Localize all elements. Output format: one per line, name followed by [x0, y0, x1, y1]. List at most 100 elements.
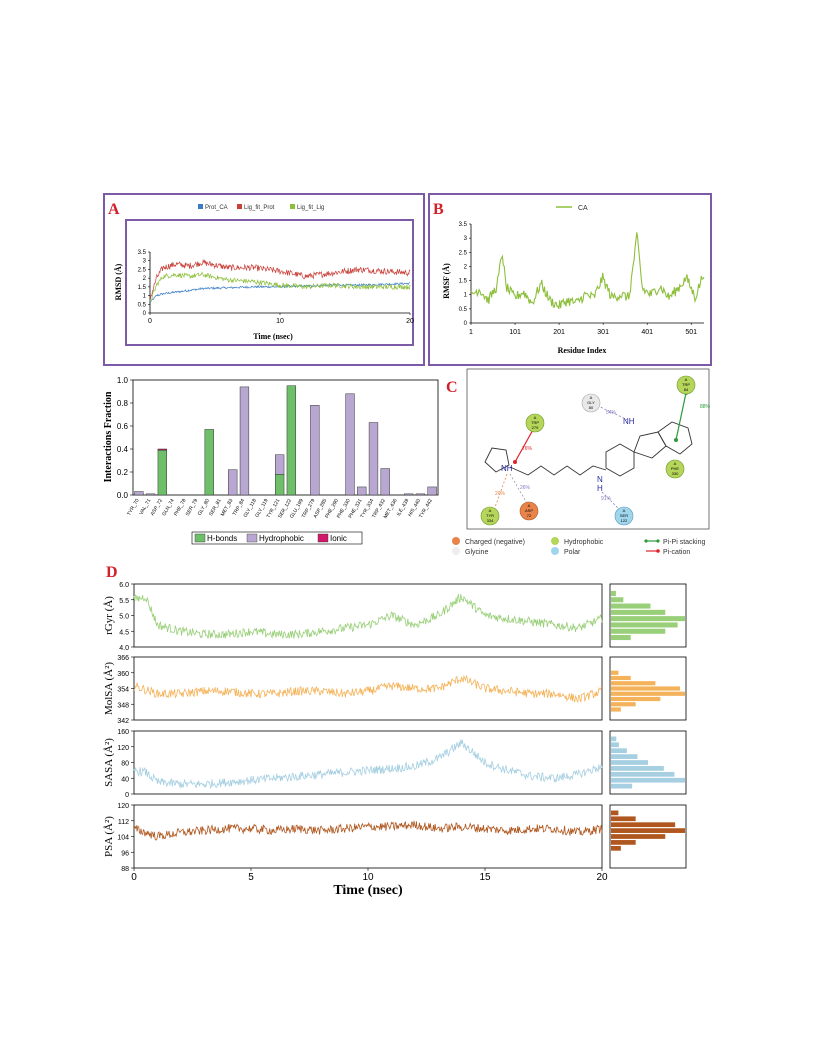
panel-c-legend: Charged (negative) Hydrophobic Pi-Pi sta…: [452, 537, 706, 556]
x-tick-label: 20: [406, 318, 414, 325]
residue-bubble: [676, 375, 696, 395]
pi-pi-line: [675, 392, 687, 441]
y-tick-label: 354: [117, 687, 129, 694]
bar-hydrophobic-trp-279: [310, 405, 320, 496]
panel-b-frame: [428, 193, 712, 366]
histogram-bar: [611, 686, 681, 691]
residue-chain: A: [528, 503, 531, 508]
legend-label: Hydrophobic: [259, 534, 304, 543]
row-ylabel: SASA (Å²): [103, 738, 115, 787]
x-tick-label: 401: [641, 329, 653, 336]
bar-chart-ylabel: Interactions Fraction: [103, 391, 114, 482]
panel-a-inner-frame: [125, 219, 414, 346]
row-ylabel: MolSA (Å²): [103, 662, 115, 715]
triazine-ring: [605, 443, 635, 477]
histogram-bar: [611, 702, 636, 707]
bar-ionic-asp-72: [157, 448, 167, 451]
x-tick-label: 10: [276, 318, 284, 325]
panel-b-letter: B: [433, 201, 444, 218]
panel-d-letter: D: [106, 564, 118, 581]
panel-a-ylabel: RMSD (Å): [114, 263, 123, 300]
series-line-ca: [470, 232, 705, 310]
h-bond-line: [601, 491, 623, 513]
residue-chain: A: [685, 377, 688, 382]
histogram-bar: [611, 777, 685, 783]
histogram-bar: [611, 771, 675, 777]
y-tick-label: 4.5: [119, 629, 129, 636]
x-tick-label: 0: [131, 872, 137, 883]
legend-swatch: [656, 539, 660, 543]
y-tick-label: 0: [125, 792, 129, 799]
legend-label: Polar: [564, 549, 581, 556]
bar-hydrophobic-his-440: [415, 493, 426, 496]
y-tick-label: 1: [464, 293, 468, 299]
series-line-lig-fit-prot: [149, 259, 411, 299]
residue-bubble: [581, 393, 601, 413]
histogram-bar: [611, 742, 619, 748]
legend-swatch: [656, 549, 660, 553]
legend-label: Glycine: [465, 549, 488, 556]
bar-chart-frame: [132, 379, 439, 496]
histogram-frame: [609, 656, 687, 721]
row-series-line: [133, 820, 603, 841]
row-ylabel: PSA (Å²): [103, 816, 115, 857]
y-tick-label: 0.8: [117, 399, 129, 408]
residue-bubble: [480, 506, 500, 526]
percent-label: 20%: [495, 491, 506, 497]
percent-label: 54%: [606, 410, 617, 416]
y-tick-label: 0.2: [117, 468, 129, 477]
residue-name: TYR: [486, 513, 494, 518]
bar-chart-xticks: TYR_70VAL_71ASP_72GLN_74PHE_78SER_79GLY_…: [126, 498, 434, 520]
residue-name: ASP: [525, 508, 533, 513]
row-series-line: [133, 739, 603, 789]
histogram-bar: [611, 590, 616, 596]
legend-label: Prot_CA: [205, 205, 228, 211]
panel-c: C NH + N H NH 88% 54% 76% 26%: [446, 368, 711, 556]
y-tick-label: 3.5: [138, 250, 147, 256]
x-tick-label: 5: [248, 872, 254, 883]
residue-bubble: [614, 506, 634, 526]
residue-phe330: A PHE 330: [665, 459, 685, 479]
residue-num: 330: [672, 471, 679, 476]
histogram-bar: [611, 754, 638, 759]
legend-swatch: [452, 547, 460, 555]
y-tick-label: 2: [464, 264, 468, 270]
panel-d: D rGyr (Å) 4.0 4.5 5.0 5.5 6.0 MolSA (Å²)342 34…: [103, 564, 687, 898]
bar-hydrophobic-phe-330: [345, 393, 355, 496]
panel-a-xlabel: Time (nsec): [253, 332, 293, 341]
histogram-bar: [611, 766, 664, 771]
atom-label: N: [597, 475, 603, 484]
benzene-ring: [657, 421, 693, 455]
x-tick-label: 501: [685, 329, 697, 336]
y-tick-label: 112: [118, 819, 129, 826]
legend-swatch: [551, 537, 559, 545]
histogram-bar: [611, 810, 619, 816]
histogram-bar: [611, 822, 676, 828]
histogram-bar: [611, 840, 636, 845]
series-line-prot-ca: [149, 281, 411, 303]
residue-num: 279: [532, 425, 539, 430]
bar-chart-bars: [134, 385, 437, 496]
histogram-bar: [611, 603, 651, 609]
panel-d-xlabel: Time (nsec): [333, 883, 403, 898]
pi-cation-dot: [513, 460, 517, 464]
percent-label: 88%: [700, 404, 711, 410]
x-tick-label: 15: [479, 872, 491, 883]
legend-swatch: [551, 547, 559, 555]
y-tick-label: 0: [143, 311, 147, 317]
histogram-bar: [611, 622, 678, 628]
panel-a-series: [149, 259, 411, 303]
histogram-bar: [611, 616, 685, 622]
panel-d-row: rGyr (Å) 4.0 4.5 5.0 5.5 6.0: [103, 582, 687, 652]
y-tick-label: 3.5: [459, 222, 468, 228]
panel-b: B CA RMSF (Å) Residue Index 0 0.5 1 1.5 2 2.5…: [428, 193, 712, 366]
bar-hbonds-ser-122: [286, 385, 297, 496]
row-series-line: [133, 674, 603, 704]
panel-b-series: [470, 232, 705, 310]
series-line-lig-fit-lig: [149, 271, 411, 303]
residue-chain: A: [590, 395, 593, 400]
legend-swatch: [194, 533, 206, 543]
legend-swatch: [290, 204, 295, 209]
histogram-frame: [609, 583, 687, 648]
bar-hydrophobic-ile-439: [404, 493, 414, 496]
